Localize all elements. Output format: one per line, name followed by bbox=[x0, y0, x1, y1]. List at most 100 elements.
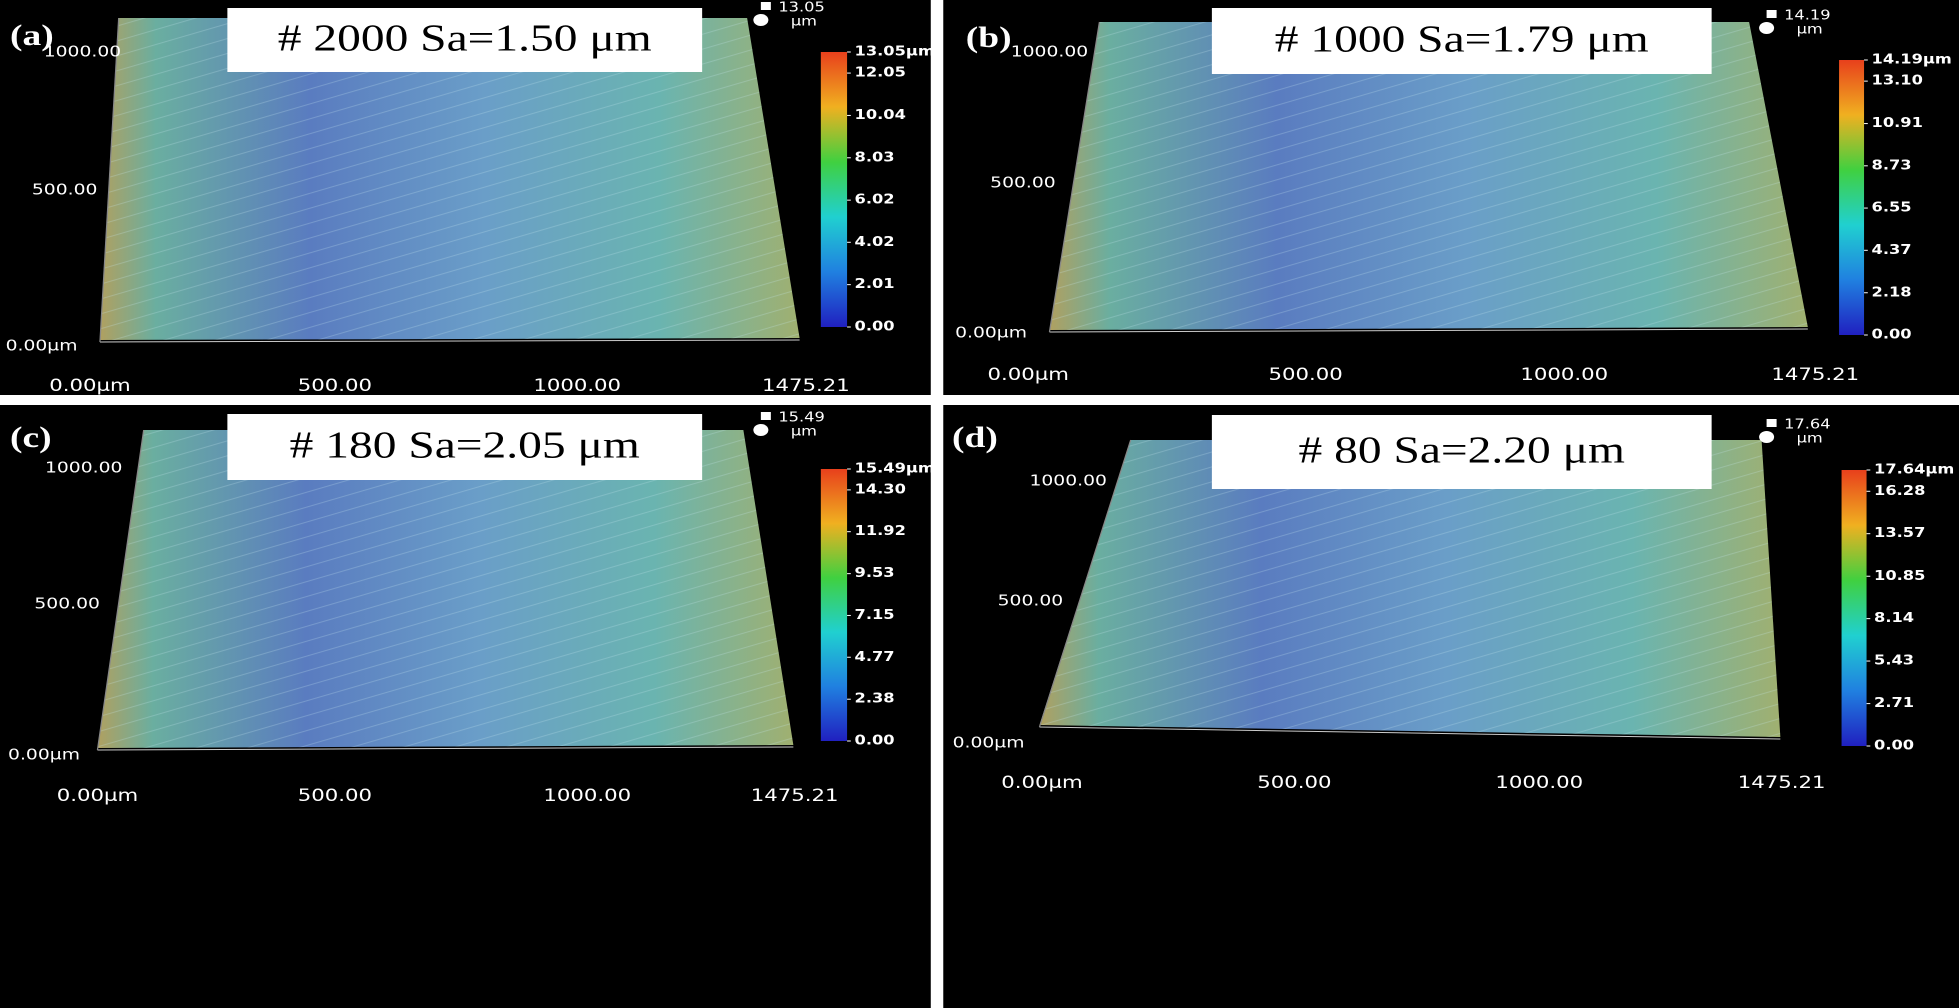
panel-label: (b) bbox=[966, 21, 1012, 54]
x-axis-label: 1475.21 bbox=[751, 785, 839, 805]
colorbar-label: 10.85 bbox=[1874, 568, 1925, 583]
colorbar-label: 10.91 bbox=[1872, 116, 1923, 131]
x-axis-label: 500.00 bbox=[298, 785, 372, 805]
x-axis-label: 500.00 bbox=[298, 375, 372, 395]
colorbar-label: 11.92 bbox=[855, 524, 906, 539]
x-axis-label: 500.00 bbox=[1268, 364, 1342, 384]
colorbar-label: 13.57 bbox=[1874, 526, 1925, 541]
y-axis bbox=[1038, 439, 1132, 728]
y-axis-label: 0.00μm bbox=[953, 734, 1025, 752]
marker-circle bbox=[753, 14, 769, 26]
x-axis-label: 0.00μm bbox=[49, 375, 130, 395]
colorbar-label: 10.04 bbox=[855, 107, 906, 122]
panel-label: (d) bbox=[952, 421, 998, 454]
colorbar-label: 2.71 bbox=[1874, 696, 1914, 711]
x-axis-label: 1000.00 bbox=[1495, 772, 1583, 792]
x-axis bbox=[1049, 328, 1808, 333]
colorbar-label: 0.00 bbox=[855, 733, 895, 748]
y-axis-label: 1000.00 bbox=[45, 459, 122, 477]
x-axis-label: 1475.21 bbox=[1738, 772, 1826, 792]
y-axis-label: 500.00 bbox=[990, 174, 1056, 192]
colorbar-label: 2.18 bbox=[1872, 285, 1912, 300]
colorbar-label: 13.05μm bbox=[855, 44, 935, 59]
colorbar-label: 2.01 bbox=[855, 277, 895, 292]
colorbar-label: 16.28 bbox=[1874, 483, 1925, 498]
colorbar-label: 0.00 bbox=[1872, 327, 1912, 342]
x-axis-label: 1475.21 bbox=[1771, 364, 1859, 384]
y-axis-label: 1000.00 bbox=[44, 43, 121, 61]
colorbar-label: 12.05 bbox=[855, 65, 906, 80]
colorbar-label: 14.19μm bbox=[1872, 52, 1952, 67]
marker-square bbox=[760, 2, 771, 10]
corner-value: 17.64 bbox=[1784, 417, 1830, 432]
surface-texture bbox=[1039, 440, 1781, 737]
marker-square bbox=[760, 412, 771, 420]
panel-title: # 1000 Sa=1.79 μm bbox=[1275, 19, 1649, 61]
x-axis-label: 0.00μm bbox=[988, 364, 1069, 384]
y-axis-label: 0.00μm bbox=[955, 324, 1027, 342]
panel-label: (a) bbox=[10, 19, 54, 52]
title-box bbox=[227, 8, 703, 72]
panel-label: (c) bbox=[10, 421, 52, 454]
surface-texture bbox=[1049, 22, 1808, 330]
marker-circle bbox=[1759, 22, 1775, 34]
marker-square bbox=[1766, 10, 1777, 18]
title-box bbox=[227, 414, 703, 480]
colorbar bbox=[820, 52, 848, 327]
corner-value: 14.19 bbox=[1784, 8, 1830, 23]
corner-unit: μm bbox=[1797, 22, 1823, 37]
colorbar-label: 13.10 bbox=[1872, 73, 1923, 88]
colorbar-label: 8.73 bbox=[1872, 158, 1912, 173]
corner-value: 13.05 bbox=[778, 0, 824, 15]
colorbar-label: 6.55 bbox=[1872, 200, 1912, 215]
colorbar-label: 8.14 bbox=[1874, 611, 1914, 626]
y-axis-label: 0.00μm bbox=[6, 337, 78, 355]
title-box bbox=[1211, 415, 1712, 489]
colorbar-label: 6.02 bbox=[855, 192, 895, 207]
colorbar-label: 8.03 bbox=[855, 150, 895, 165]
surface-texture bbox=[99, 18, 800, 340]
x-axis bbox=[1039, 726, 1781, 740]
y-axis-label: 1000.00 bbox=[1029, 472, 1106, 490]
marker-circle bbox=[753, 424, 769, 436]
x-axis-label: 0.00μm bbox=[1001, 772, 1082, 792]
panel-title: # 80 Sa=2.20 μm bbox=[1299, 430, 1625, 472]
y-axis bbox=[99, 17, 120, 343]
x-axis-label: 1000.00 bbox=[543, 785, 631, 805]
y-axis-label: 500.00 bbox=[998, 592, 1064, 610]
x-axis-label: 1000.00 bbox=[1520, 364, 1608, 384]
x-axis-label: 500.00 bbox=[1257, 772, 1331, 792]
colorbar-label: 9.53 bbox=[855, 566, 895, 581]
corner-unit: μm bbox=[791, 424, 817, 439]
colorbar-label: 17.64μm bbox=[1874, 462, 1954, 477]
y-axis bbox=[96, 429, 145, 751]
y-axis-label: 500.00 bbox=[32, 181, 98, 199]
colorbar bbox=[1839, 60, 1865, 335]
colorbar-label: 4.02 bbox=[855, 234, 895, 249]
corner-value: 15.49 bbox=[778, 410, 824, 425]
y-axis-label: 1000.00 bbox=[1011, 43, 1088, 61]
x-axis-label: 1475.21 bbox=[762, 375, 850, 395]
panel-title: # 2000 Sa=1.50 μm bbox=[278, 18, 652, 60]
x-axis bbox=[99, 339, 800, 343]
colorbar-label: 4.37 bbox=[1872, 242, 1912, 257]
colorbar-label: 7.15 bbox=[855, 607, 895, 622]
surface-texture bbox=[97, 430, 794, 748]
marker-circle bbox=[1759, 431, 1775, 443]
colorbar-label: 15.49μm bbox=[855, 461, 935, 476]
panel-title: # 180 Sa=2.05 μm bbox=[290, 425, 640, 467]
colorbar bbox=[820, 469, 848, 741]
y-axis-label: 500.00 bbox=[34, 595, 100, 613]
marker-square bbox=[1766, 419, 1777, 427]
corner-unit: μm bbox=[1797, 431, 1823, 446]
colorbar-label: 0.00 bbox=[1874, 738, 1914, 753]
x-axis-label: 0.00μm bbox=[57, 785, 138, 805]
colorbar-label: 2.38 bbox=[855, 691, 895, 706]
colorbar-label: 4.77 bbox=[855, 649, 895, 664]
colorbar-label: 0.00 bbox=[855, 319, 895, 334]
y-axis bbox=[1048, 21, 1101, 333]
corner-unit: μm bbox=[791, 14, 817, 29]
y-axis-label: 0.00μm bbox=[8, 746, 80, 764]
colorbar-label: 5.43 bbox=[1874, 653, 1914, 668]
